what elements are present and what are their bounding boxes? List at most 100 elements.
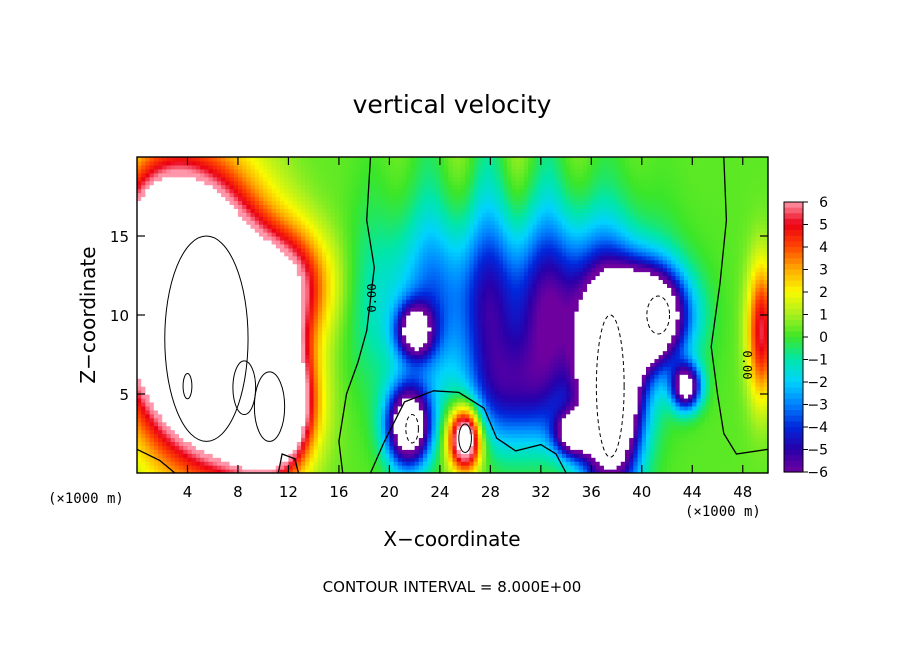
field-cell: [380, 299, 386, 304]
field-cell: [208, 184, 214, 190]
field-cell: [208, 453, 214, 458]
field-cell: [149, 243, 155, 249]
field-cell: [179, 239, 184, 245]
field-cell: [368, 449, 374, 454]
field-cell: [301, 322, 306, 328]
field-cell: [288, 236, 294, 241]
field-cell: [372, 469, 378, 473]
field-cell: [250, 318, 256, 324]
field-cell: [313, 386, 319, 391]
field-cell: [364, 366, 369, 371]
field-cell: [158, 279, 163, 284]
field-cell: [174, 394, 180, 399]
field-cell: [200, 330, 205, 336]
field-cell: [254, 334, 260, 340]
field-cell: [216, 204, 222, 209]
field-cell: [389, 168, 395, 174]
field-cell: [317, 378, 323, 383]
field-cell: [191, 299, 197, 304]
field-cell: [250, 208, 256, 213]
field-cell: [145, 196, 151, 202]
field-cell: [271, 421, 277, 427]
field-cell: [246, 247, 252, 253]
field-cell: [275, 315, 281, 320]
field-cell: [246, 208, 252, 213]
field-cell: [267, 180, 273, 186]
field-cell: [263, 224, 269, 229]
field-cell: [258, 184, 264, 190]
field-cell: [271, 386, 277, 391]
field-cell: [170, 232, 176, 237]
field-cell: [137, 453, 142, 458]
field-cell: [309, 236, 315, 241]
field-cell: [195, 287, 201, 292]
field-cell: [149, 283, 155, 288]
field-cell: [258, 157, 264, 162]
field-cell: [309, 417, 315, 423]
field-cell: [284, 437, 290, 442]
field-cell: [389, 311, 395, 316]
field-cell: [237, 362, 243, 367]
field-cell: [389, 259, 395, 265]
field-cell: [225, 386, 231, 391]
field-cell: [355, 303, 361, 308]
field-cell: [267, 394, 273, 399]
field-cell: [170, 192, 176, 198]
field-cell: [233, 299, 239, 304]
field-cell: [288, 204, 294, 209]
field-cell: [183, 212, 189, 217]
field-cell: [204, 307, 210, 312]
field-cell: [212, 247, 218, 253]
field-cell: [347, 184, 353, 190]
field-cell: [174, 228, 180, 233]
field-cell: [221, 263, 226, 269]
field-cell: [372, 291, 378, 296]
field-cell: [271, 465, 277, 470]
field-cell: [338, 180, 344, 186]
field-cell: [187, 295, 193, 300]
field-cell: [137, 469, 142, 473]
field-cell: [267, 157, 273, 162]
field-cell: [179, 433, 184, 439]
field-cell: [221, 405, 226, 411]
field-cell: [174, 342, 180, 348]
field-cell: [183, 164, 189, 170]
field-cell: [137, 315, 142, 320]
field-cell: [301, 204, 306, 209]
field-cell: [242, 164, 247, 170]
field-cell: [334, 176, 340, 182]
field-cell: [174, 382, 180, 387]
field-cell: [267, 453, 273, 458]
field-cell: [364, 243, 369, 249]
field-cell: [208, 326, 214, 332]
field-cell: [141, 413, 147, 419]
field-cell: [275, 378, 281, 383]
field-cell: [221, 243, 226, 249]
field-cell: [216, 267, 222, 273]
field-cell: [158, 243, 163, 249]
field-cell: [250, 247, 256, 253]
field-cell: [275, 413, 281, 419]
field-cell: [389, 157, 395, 162]
field-cell: [137, 425, 142, 431]
field-cell: [149, 299, 155, 304]
field-cell: [326, 224, 332, 229]
field-cell: [330, 303, 336, 308]
field-cell: [322, 382, 327, 387]
field-cell: [233, 303, 239, 308]
field-cell: [195, 370, 201, 375]
field-cell: [229, 469, 235, 473]
field-cell: [137, 358, 142, 363]
field-cell: [250, 386, 256, 391]
field-cell: [233, 164, 239, 170]
field-cell: [174, 362, 180, 367]
field-cell: [179, 330, 184, 336]
field-cell: [359, 330, 365, 336]
field-cell: [221, 413, 226, 419]
field-cell: [334, 243, 340, 249]
field-cell: [187, 204, 193, 209]
field-cell: [204, 188, 210, 194]
field-cell: [267, 259, 273, 265]
field-cell: [258, 287, 264, 292]
field-cell: [317, 445, 323, 450]
